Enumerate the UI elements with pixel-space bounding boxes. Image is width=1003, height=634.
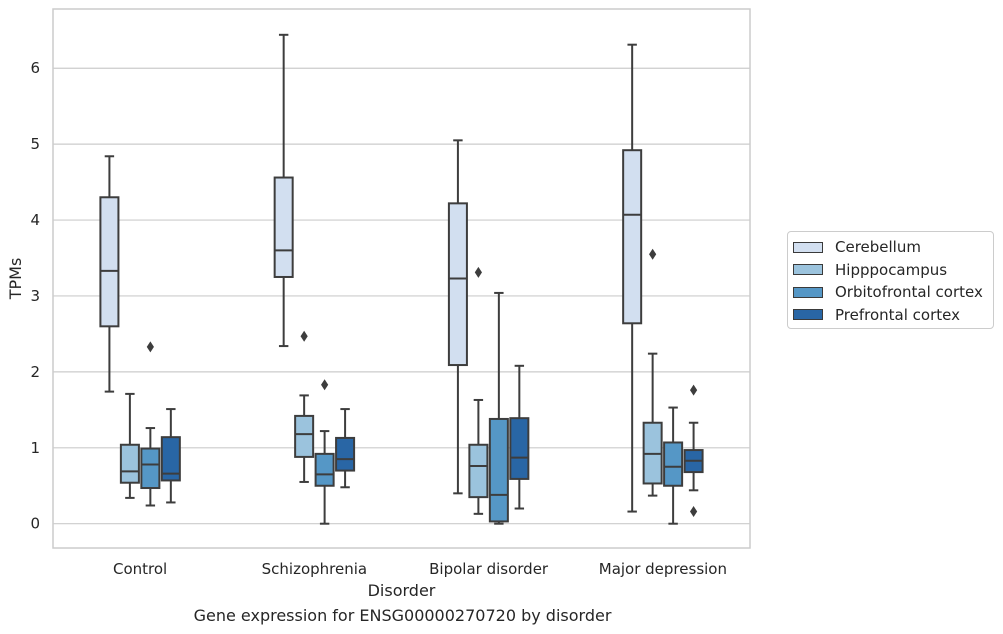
legend-swatch — [793, 309, 823, 321]
legend-item: Cerebellum — [788, 236, 993, 259]
box — [294, 414, 315, 458]
y-axis-label: TPMs — [6, 258, 25, 301]
box-group — [273, 33, 294, 348]
box-group — [294, 330, 315, 483]
box-group — [314, 379, 335, 525]
x-tick-label: Control — [113, 560, 167, 578]
legend-label: Prefrontal cortex — [835, 305, 960, 324]
outlier-point — [689, 384, 698, 396]
box — [273, 176, 294, 278]
box-group — [99, 155, 120, 393]
box — [488, 417, 509, 523]
box-group — [447, 139, 468, 495]
box — [509, 417, 530, 480]
box-group — [488, 291, 509, 525]
x-tick-label: Bipolar disorder — [429, 560, 549, 578]
outlier-point — [689, 506, 698, 518]
legend-label: Cerebellum — [835, 238, 921, 257]
x-axis-label: Disorder — [368, 581, 436, 600]
box-group — [663, 406, 684, 525]
legend-label: Orbitofrontal cortex — [835, 283, 983, 302]
legend-swatch — [793, 286, 823, 298]
y-tick-label: 3 — [30, 287, 40, 305]
legend-swatch — [793, 241, 823, 253]
legend-swatch — [793, 264, 823, 276]
plot-frame — [52, 8, 751, 549]
y-tick-label: 5 — [30, 135, 40, 153]
box-group — [160, 408, 181, 504]
y-tick-labels: 0 1 2 3 4 5 6 — [30, 59, 40, 532]
x-tick-label: Major depression — [599, 560, 727, 578]
legend-item: Prefrontal cortex — [788, 304, 993, 327]
x-tick-labels: Control Schizophrenia Bipolar disorder Majo… — [113, 560, 727, 578]
y-tick-label: 2 — [30, 363, 40, 381]
y-tick-label: 0 — [30, 515, 40, 533]
outlier-point — [300, 330, 308, 342]
legend-item: Hipppocampus — [788, 259, 993, 282]
box-group — [683, 384, 704, 518]
y-tick-label: 6 — [30, 59, 40, 77]
box — [447, 202, 468, 367]
legend: Cerebellum Hipppocampus Orbitofrontal cort… — [787, 231, 994, 329]
box-plot-boxes — [99, 33, 704, 525]
box-group — [642, 248, 663, 497]
x-tick-label: Schizophrenia — [262, 560, 367, 578]
box — [314, 452, 335, 487]
box — [468, 443, 489, 499]
box — [119, 443, 140, 484]
box — [99, 196, 120, 328]
box-group — [622, 43, 643, 513]
y-tick-label: 4 — [30, 211, 40, 229]
outlier-point — [474, 266, 482, 278]
box-group — [509, 364, 530, 510]
box — [160, 436, 181, 482]
outlier-point — [321, 379, 329, 391]
box-group — [119, 392, 140, 499]
box-group — [335, 408, 356, 489]
legend-label: Hipppocampus — [835, 260, 948, 279]
box — [622, 149, 643, 325]
outlier-point — [649, 248, 657, 260]
legend-item: Orbitofrontal cortex — [788, 281, 993, 304]
outlier-point — [146, 341, 154, 353]
chart-caption: Gene expression for ENSG00000270720 by d… — [193, 606, 612, 625]
box — [140, 447, 161, 490]
box-group — [468, 266, 489, 515]
box — [335, 436, 356, 472]
y-tick-label: 1 — [30, 439, 40, 457]
box-group — [140, 341, 161, 507]
box — [663, 441, 684, 487]
